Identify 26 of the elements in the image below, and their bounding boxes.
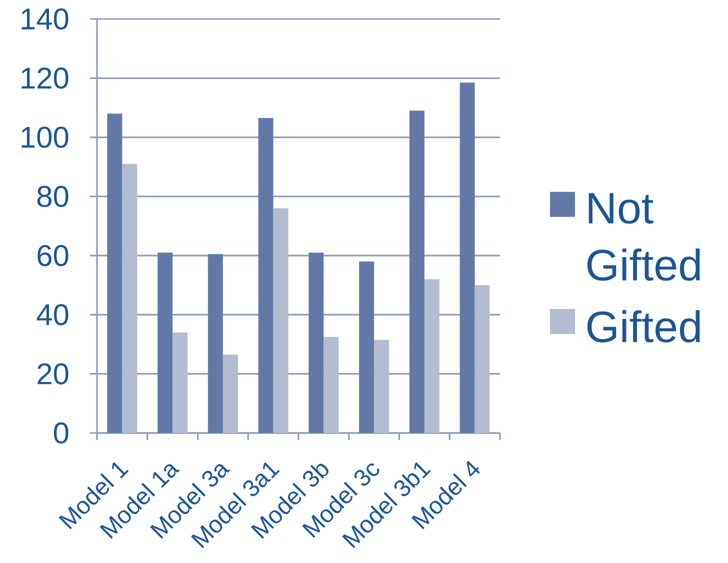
bar bbox=[424, 279, 440, 433]
y-tick-label: 80 bbox=[37, 186, 68, 208]
y-tick-label: 0 bbox=[54, 422, 68, 444]
y-tick-label: 120 bbox=[22, 68, 68, 89]
y-tick-label: 40 bbox=[36, 304, 68, 326]
bar bbox=[374, 340, 390, 433]
bar bbox=[158, 252, 173, 433]
bar bbox=[107, 114, 122, 433]
bar bbox=[324, 336, 339, 433]
y-tick-label: 100 bbox=[22, 126, 68, 148]
bar bbox=[208, 254, 223, 433]
bar bbox=[172, 332, 188, 433]
y-tick-label: 140 bbox=[22, 8, 68, 30]
bar bbox=[222, 354, 238, 433]
legend-label: Gifted bbox=[587, 310, 700, 342]
legend-label: Not Gifted bbox=[587, 193, 700, 281]
y-tick-label: 60 bbox=[38, 244, 68, 266]
bar bbox=[474, 285, 490, 433]
bar bbox=[359, 261, 374, 433]
bar bbox=[122, 164, 138, 433]
bar bbox=[409, 110, 424, 433]
y-tick-label: 20 bbox=[38, 363, 68, 384]
bar bbox=[308, 252, 324, 433]
bar bbox=[258, 118, 274, 433]
bar bbox=[460, 82, 475, 433]
bar bbox=[273, 208, 288, 433]
